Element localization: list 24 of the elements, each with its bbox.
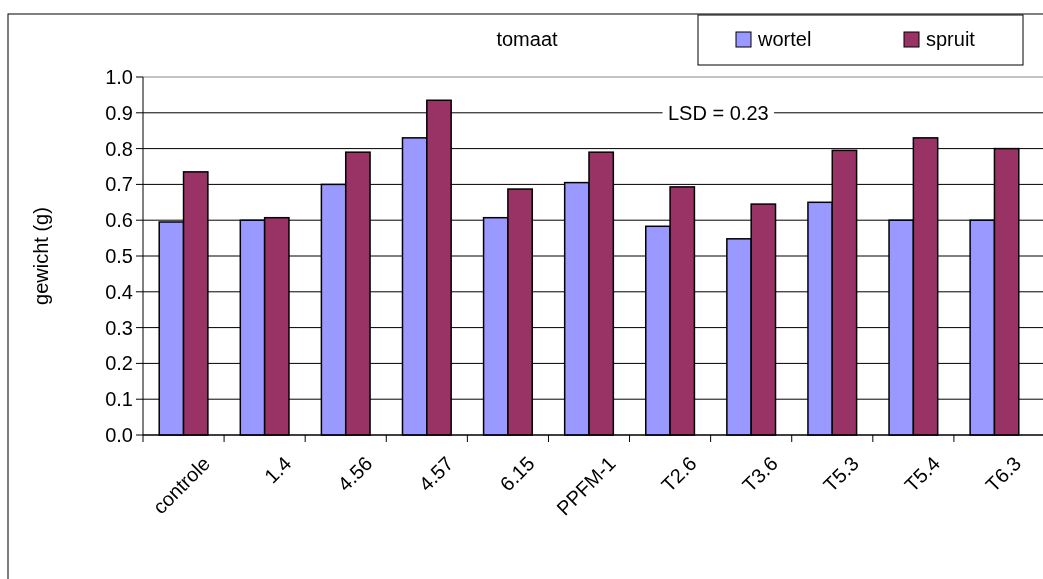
y-tick-label: 0.6 [105,209,133,232]
x-tick-label: T2.6 [656,452,701,497]
chart-title: tomaat [496,28,559,50]
y-tick-label: 1.0 [105,66,133,88]
x-tick-label: T5.4 [900,452,945,497]
y-tick-label: 0.5 [105,245,133,267]
x-tick-label: T3.6 [738,452,782,497]
y-tick-label: 0.8 [105,137,133,160]
x-tick-label: 4.56 [333,452,377,496]
y-tick-label: 0.4 [105,280,133,303]
x-tick-label: 6.15 [495,452,539,496]
y-axis-title: gewicht (g) [30,207,52,305]
x-tick-label: T5.3 [819,452,863,497]
y-tick-label: 0.7 [105,173,133,196]
x-tick-label: 1.4 [260,452,296,488]
x-tick-label: 4.57 [414,452,458,496]
y-tick-label: 0.1 [105,388,133,411]
legend-label: spruit [926,28,976,50]
y-tick-label: 0.9 [105,101,133,124]
y-tick-label: 0.0 [105,424,133,446]
y-tick-label: 0.3 [105,316,133,339]
legend-label: wortel [757,28,812,50]
x-tick-label: T6.3 [981,452,1026,497]
y-tick-label: 0.2 [105,352,133,375]
